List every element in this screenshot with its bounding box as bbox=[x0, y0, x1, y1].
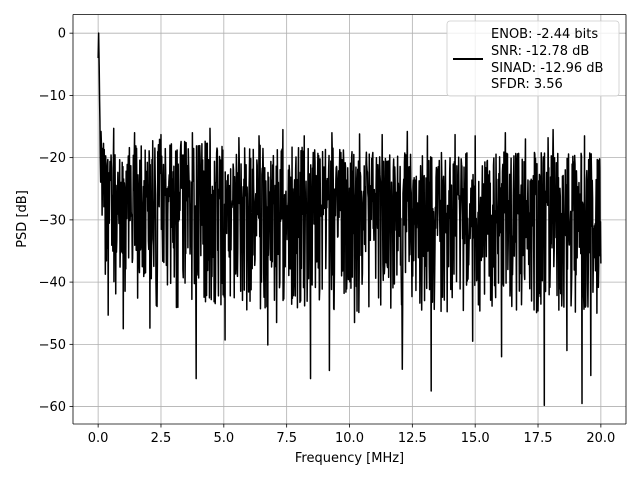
x-tick: 15.0 bbox=[461, 424, 490, 446]
y-tick-label: −40 bbox=[39, 276, 66, 291]
y-tick: −60 bbox=[39, 400, 73, 415]
y-tick-label: −20 bbox=[39, 151, 66, 166]
x-tick: 0.0 bbox=[88, 424, 109, 446]
y-ticks: 0 −10 −20 −30 −40 −50 −60 bbox=[39, 27, 73, 415]
x-tick-label: 0.0 bbox=[88, 431, 109, 446]
x-tick: 12.5 bbox=[398, 424, 427, 446]
x-tick-label: 12.5 bbox=[398, 431, 427, 446]
x-tick-label: 20.0 bbox=[586, 431, 615, 446]
legend: ENOB: -2.44 bits SNR: -12.78 dB SINAD: -… bbox=[446, 20, 620, 97]
legend-box bbox=[446, 20, 620, 97]
x-tick-label: 2.5 bbox=[151, 431, 172, 446]
psd-series bbox=[97, 32, 602, 407]
y-tick: −40 bbox=[39, 276, 73, 291]
x-tick-label: 7.5 bbox=[276, 431, 297, 446]
y-tick: −10 bbox=[39, 89, 73, 104]
y-tick: −30 bbox=[39, 213, 73, 228]
x-tick: 10.0 bbox=[335, 424, 364, 446]
x-tick: 5.0 bbox=[213, 424, 234, 446]
x-tick-label: 10.0 bbox=[335, 431, 364, 446]
y-tick: −20 bbox=[39, 151, 73, 166]
y-tick: 0 bbox=[58, 27, 73, 42]
x-tick: 2.5 bbox=[151, 424, 172, 446]
x-tick-label: 5.0 bbox=[213, 431, 234, 446]
x-tick: 20.0 bbox=[586, 424, 615, 446]
y-tick-label: −60 bbox=[39, 400, 66, 415]
x-ticks: 0.0 2.5 5.0 7.5 10.0 12.5 15.0 17.5 20.0 bbox=[88, 424, 615, 446]
y-tick-label: −30 bbox=[39, 213, 66, 228]
y-tick-label: −50 bbox=[39, 338, 66, 353]
legend-line-snr: SNR: -12.78 dB bbox=[491, 44, 589, 59]
y-tick-label: 0 bbox=[58, 27, 66, 42]
x-tick-label: 17.5 bbox=[524, 431, 553, 446]
y-tick: −50 bbox=[39, 338, 73, 353]
x-tick: 17.5 bbox=[524, 424, 553, 446]
y-axis-label: PSD [dB] bbox=[15, 190, 30, 248]
x-axis-label: Frequency [MHz] bbox=[295, 451, 404, 466]
psd-line bbox=[97, 32, 602, 407]
x-tick-label: 15.0 bbox=[461, 431, 490, 446]
legend-line-sinad: SINAD: -12.96 dB bbox=[491, 61, 603, 76]
y-tick-label: −10 bbox=[39, 89, 66, 104]
x-tick: 7.5 bbox=[276, 424, 297, 446]
legend-line-enob: ENOB: -2.44 bits bbox=[491, 27, 598, 42]
legend-line-sfdr: SFDR: 3.56 bbox=[491, 77, 563, 92]
